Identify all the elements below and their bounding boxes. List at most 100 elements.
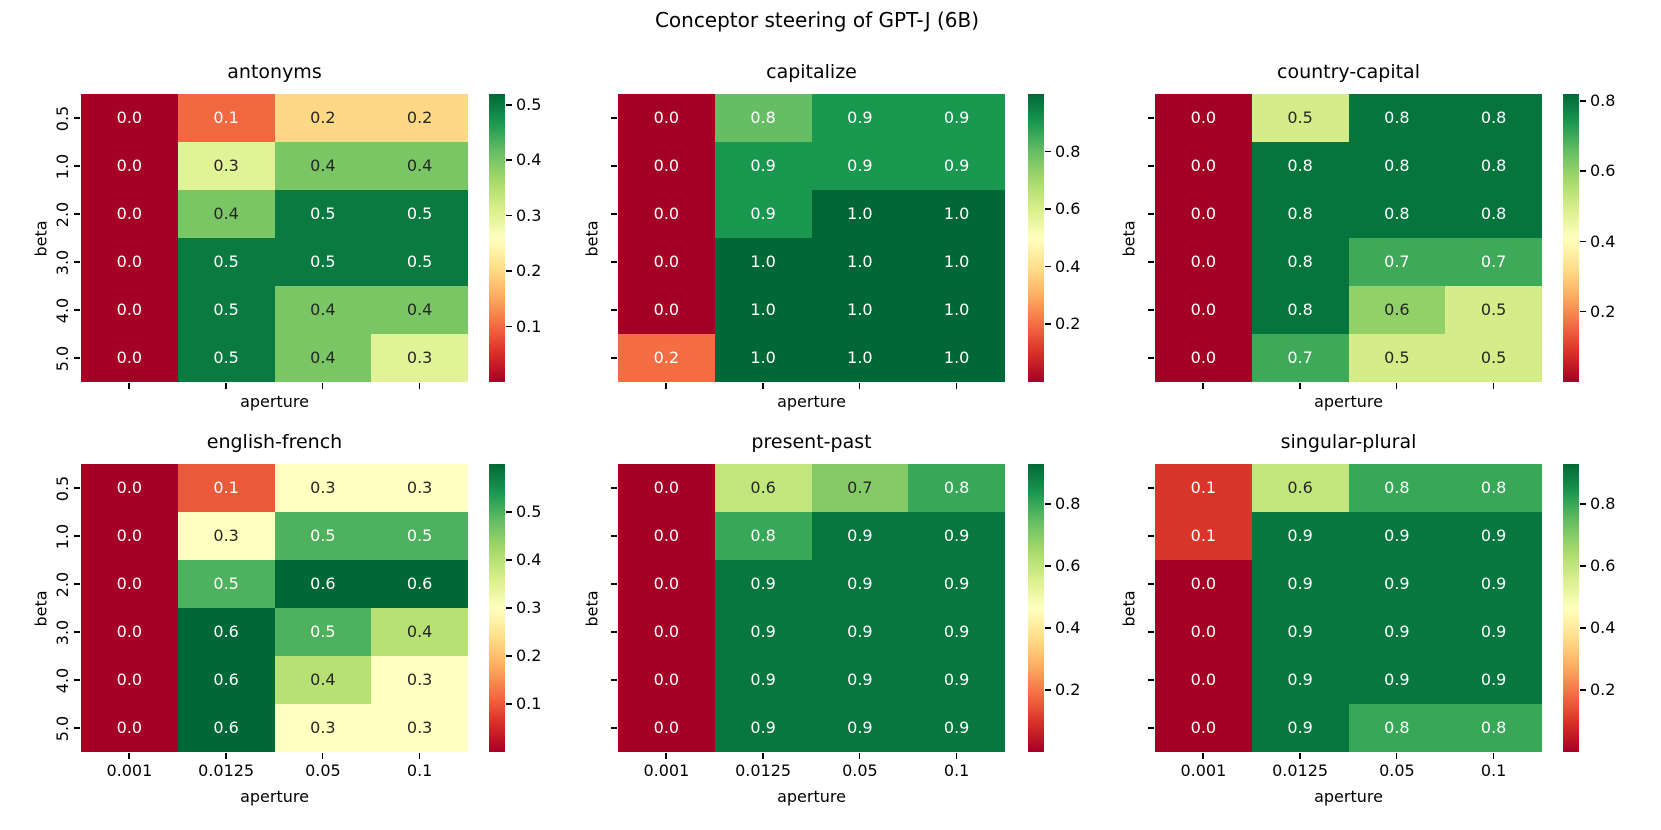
heatmap-cell: 0.7 <box>1251 334 1349 382</box>
heatmap-cell: 0.4 <box>371 286 468 334</box>
colorbar-tick-label: 0.6 <box>1590 556 1616 576</box>
cell-value: 1.0 <box>847 300 873 319</box>
heatmap-cell: 0.9 <box>714 142 812 190</box>
y-tick-mark <box>74 165 80 167</box>
heatmap-cell: 0.0 <box>618 142 715 190</box>
y-tick-label: 5.0 <box>51 704 75 752</box>
heatmap-cell: 0.0 <box>618 286 715 334</box>
cell-value: 0.0 <box>1190 574 1217 593</box>
heatmap-cell: 0.9 <box>1445 560 1542 608</box>
x-tick-mark <box>225 753 227 759</box>
cell-value: 0.0 <box>653 252 680 271</box>
colorbar-tick-mark <box>506 655 512 657</box>
cell-value: 0.9 <box>750 204 776 223</box>
y-tick-mark <box>74 679 80 681</box>
x-tick-mark <box>955 753 958 759</box>
cell-value: 0.0 <box>653 718 680 737</box>
heatmap-cell: 0.4 <box>371 608 468 656</box>
colorbar-tick-mark <box>506 703 512 705</box>
cell-value: 0.3 <box>213 526 239 545</box>
colorbar-tick-mark <box>506 511 512 513</box>
cell-value: 0.0 <box>116 574 143 593</box>
heatmap-cell: 0.5 <box>177 334 275 382</box>
x-tick-mark <box>1492 753 1495 759</box>
y-axis-label: beta <box>1120 464 1139 752</box>
cell-value: 0.1 <box>1190 526 1217 545</box>
cell-value: 0.1 <box>213 478 239 497</box>
heatmap-cell: 0.9 <box>714 560 812 608</box>
cell-value: 0.5 <box>310 526 336 545</box>
cell-value: 0.2 <box>653 348 680 367</box>
cell-value: 1.0 <box>943 252 970 271</box>
heatmap-capitalize: 0.0 0.8 0.9 0.9 0.0 0.9 0.9 0.9 0.0 0.9 1.0 1.0 0.0 1… <box>618 94 1005 382</box>
y-tick-mark <box>74 117 80 119</box>
heatmap-cell: 0.0 <box>81 238 178 286</box>
y-axis-label: beta <box>32 464 51 752</box>
cell-value: 0.9 <box>1480 526 1507 545</box>
heatmap-cell: 0.9 <box>1251 608 1349 656</box>
heatmap-cell: 0.8 <box>1251 286 1349 334</box>
heatmap-cell: 1.0 <box>908 334 1005 382</box>
cell-value: 0.1 <box>1190 478 1217 497</box>
y-tick-label: 4.0 <box>51 286 75 334</box>
cell-value: 0.9 <box>1384 622 1410 641</box>
heatmap-cell: 0.9 <box>908 512 1005 560</box>
heatmap-cell: 0.6 <box>1251 464 1349 512</box>
y-tick-label-text: 1.0 <box>53 523 73 549</box>
colorbar-tick-label: 0.2 <box>1055 314 1081 334</box>
heatmap-cell: 0.5 <box>1348 334 1446 382</box>
cell-value: 1.0 <box>847 204 873 223</box>
x-tick-label: 0.0125 <box>735 761 792 780</box>
heatmap-cell: 1.0 <box>811 334 909 382</box>
cell-value: 0.7 <box>1384 252 1410 271</box>
heatmap-cell: 0.3 <box>177 512 275 560</box>
cell-value: 0.0 <box>653 574 680 593</box>
cell-value: 0.3 <box>310 718 336 737</box>
cell-value: 0.5 <box>406 204 433 223</box>
cell-value: 0.0 <box>116 478 143 497</box>
heatmap-cell: 0.1 <box>1155 512 1252 560</box>
y-tick-label: 0.5 <box>51 464 75 512</box>
cell-value: 0.9 <box>1287 622 1313 641</box>
x-tick-mark <box>1202 753 1204 759</box>
cell-value: 0.5 <box>213 348 239 367</box>
heatmap-cell: 0.0 <box>81 560 178 608</box>
panel-title: english-french <box>206 431 343 453</box>
heatmap-cell: 0.9 <box>908 94 1005 142</box>
x-tick-mark <box>1299 383 1301 389</box>
colorbar-tick-mark <box>1580 240 1586 243</box>
x-tick-label: 0.1 <box>1480 761 1507 780</box>
y-axis-label-text: beta <box>31 219 51 257</box>
colorbar-tick-mark <box>1045 323 1051 325</box>
heatmap-cell: 0.0 <box>81 512 178 560</box>
cell-value: 0.8 <box>1287 252 1313 271</box>
heatmap-cell: 0.8 <box>1348 190 1446 238</box>
heatmap-cell: 0.2 <box>618 334 715 382</box>
cell-value: 0.0 <box>653 670 680 689</box>
x-tick-label: 0.001 <box>106 761 153 780</box>
colorbar-tick-mark <box>1045 627 1051 629</box>
heatmap-cell: 0.8 <box>1445 94 1542 142</box>
colorbar-tick-mark <box>1580 310 1586 313</box>
y-tick-label-text: 3.0 <box>53 619 73 645</box>
colorbar-tick-label: 0.1 <box>516 694 542 713</box>
heatmap-cell: 0.0 <box>618 94 715 142</box>
heatmap-cell: 0.0 <box>1155 608 1252 656</box>
heatmap-cell: 0.9 <box>1445 608 1542 656</box>
colorbar-tick-label: 0.6 <box>1590 161 1616 181</box>
x-tick-mark <box>321 383 324 389</box>
cell-value: 0.6 <box>213 670 239 689</box>
colorbar-gradient <box>1028 464 1044 752</box>
cell-value: 0.0 <box>116 204 143 223</box>
cell-value: 0.3 <box>406 718 433 737</box>
heatmap-cell: 0.8 <box>1445 464 1542 512</box>
cell-value: 0.5 <box>1384 348 1410 367</box>
colorbar-tick-label: 0.4 <box>516 150 542 170</box>
heatmap-cell: 0.9 <box>811 142 909 190</box>
x-tick-label: 0.0125 <box>198 761 255 780</box>
cell-value: 0.9 <box>847 622 873 641</box>
heatmap-cell: 0.9 <box>714 190 812 238</box>
colorbar-tick-mark <box>1045 503 1051 505</box>
heatmap-cell: 0.0 <box>81 334 178 382</box>
x-tick-mark <box>128 383 130 389</box>
